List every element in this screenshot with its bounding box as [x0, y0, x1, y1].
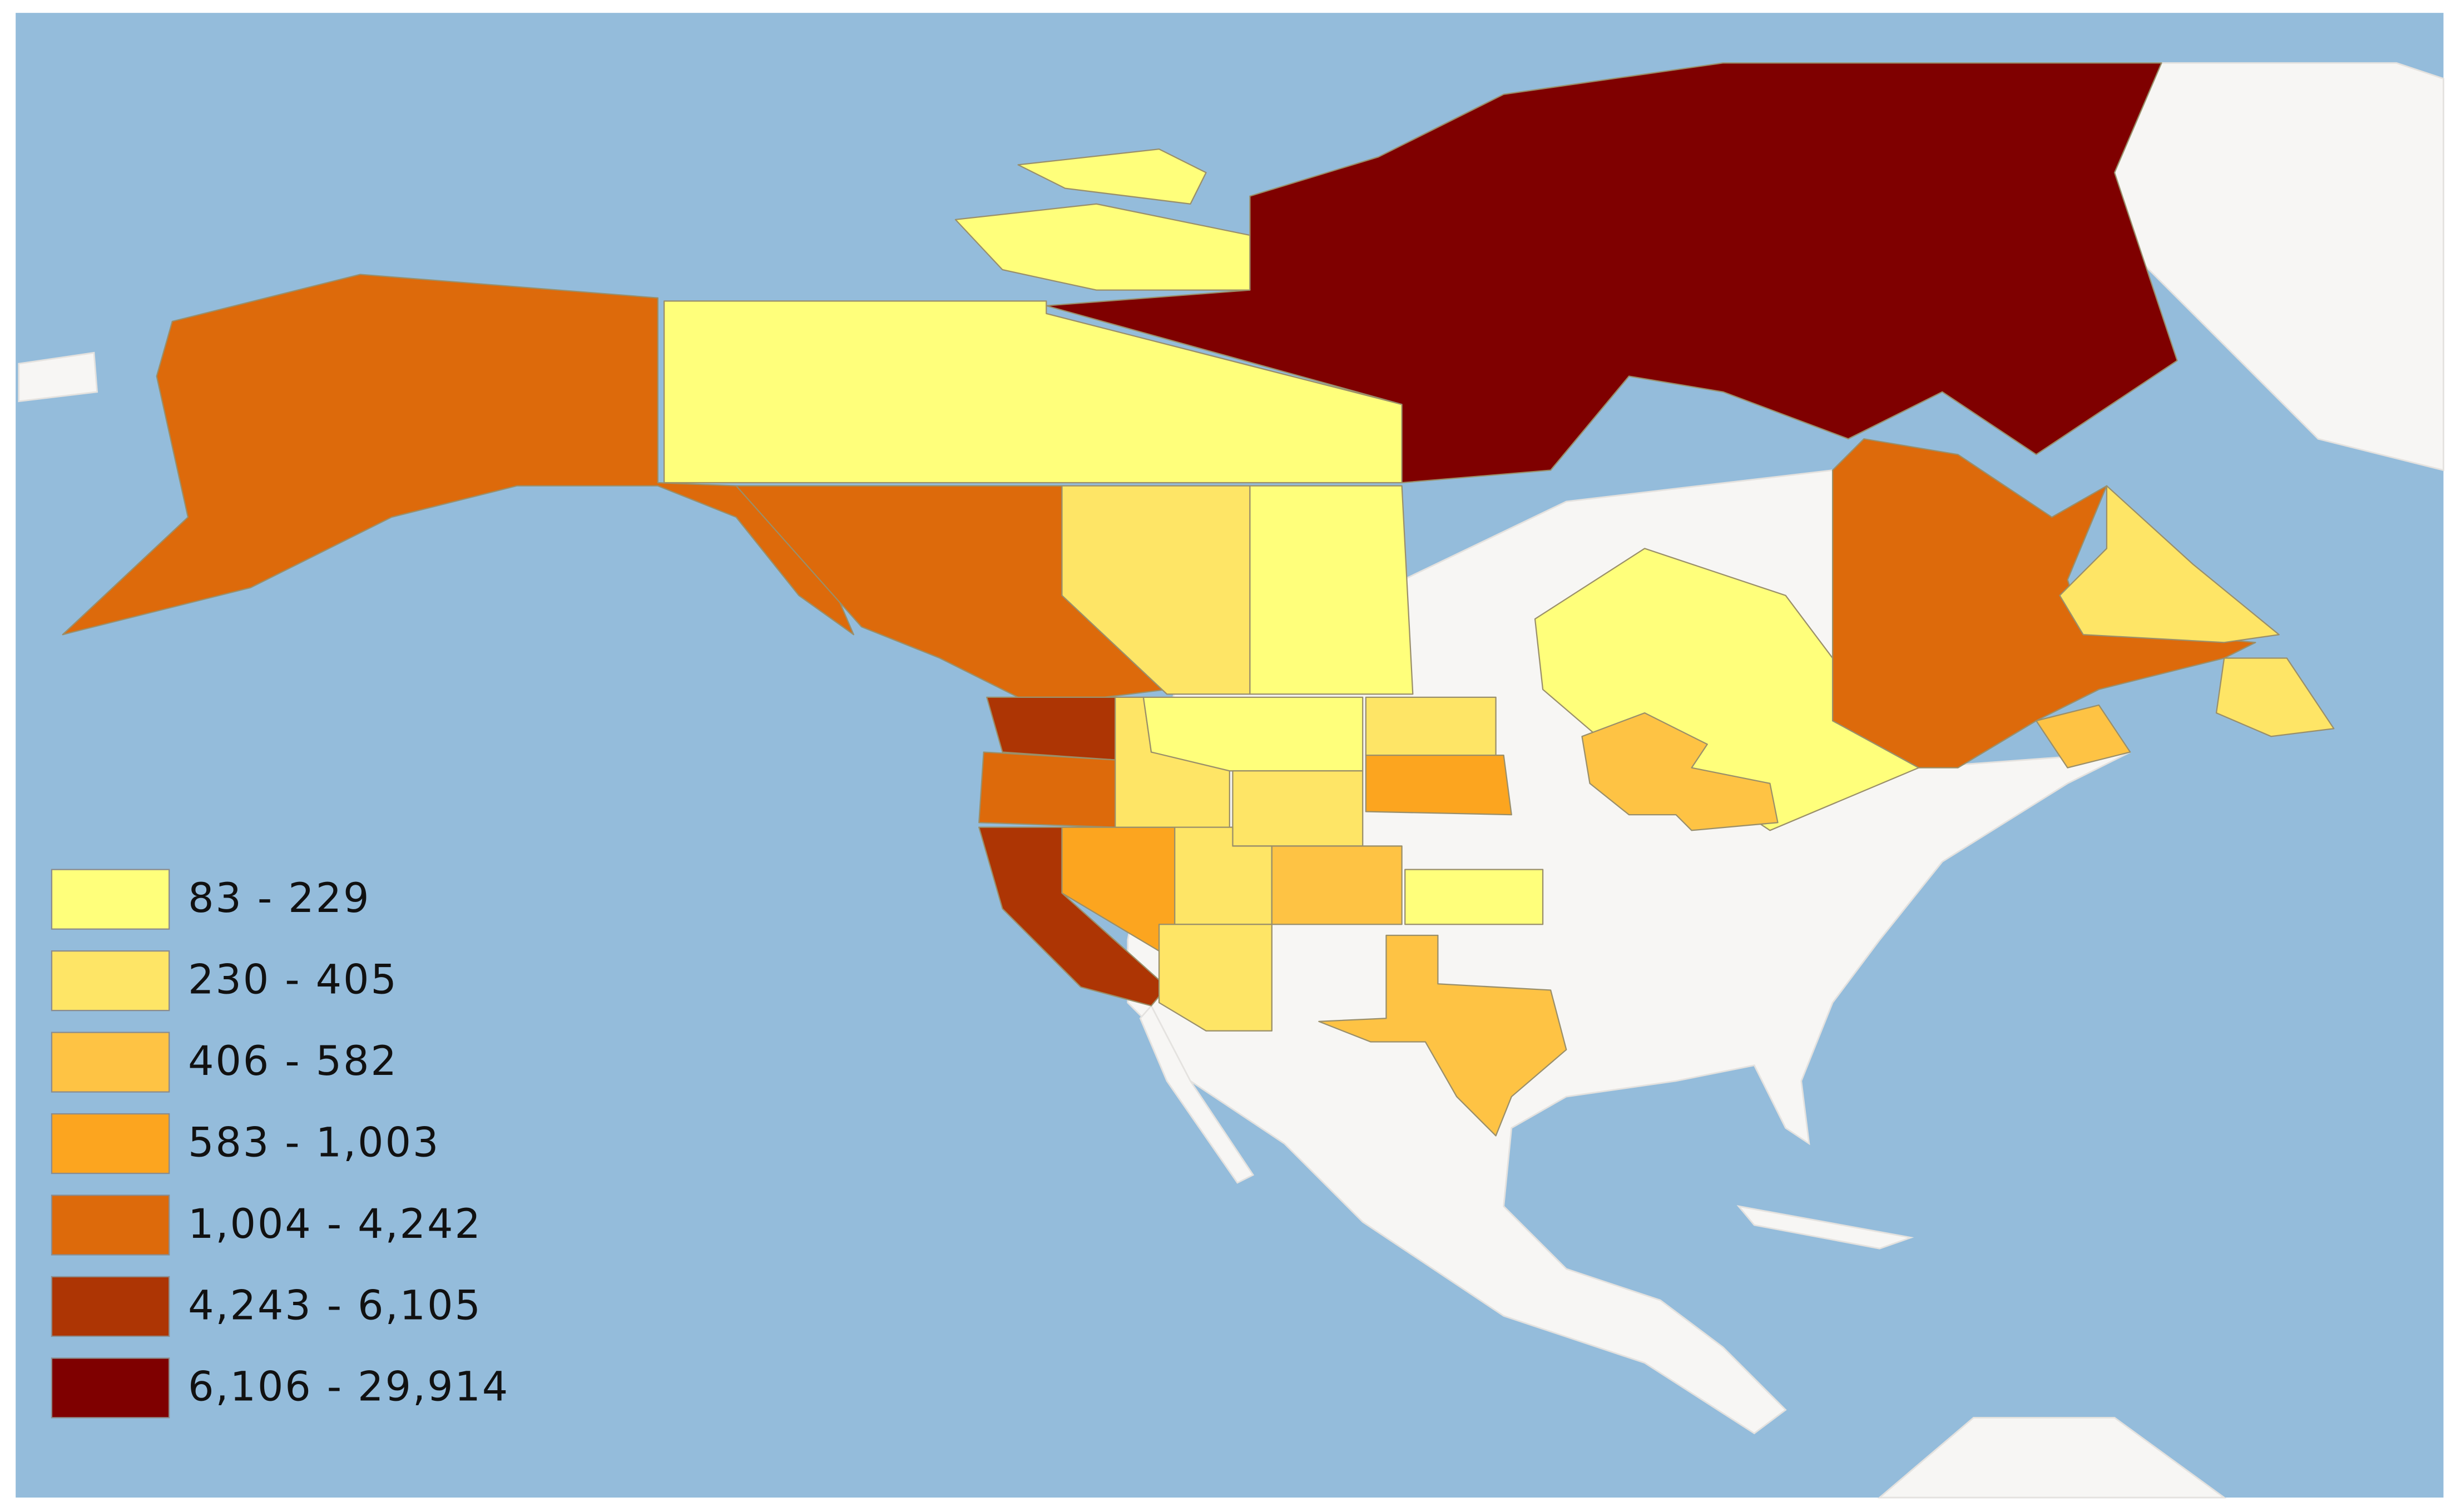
alaska: [62, 274, 855, 636]
kansas: [1404, 869, 1544, 925]
newfoundland: [2215, 657, 2335, 737]
quebec: [1831, 438, 2256, 769]
legend-label: 4,243 - 6,105: [188, 1282, 482, 1329]
legend-label: 6,106 - 29,914: [188, 1364, 509, 1411]
oregon: [978, 751, 1116, 828]
regions: [62, 62, 2335, 1137]
new-brunswick: [2036, 704, 2131, 769]
cuba: [1736, 1205, 1914, 1250]
legend-swatch: [51, 869, 170, 930]
washington: [986, 696, 1116, 761]
legend-label: 406 - 582: [188, 1038, 398, 1085]
legend-swatch: [51, 1113, 170, 1174]
legend-label: 1,004 - 4,242: [188, 1201, 482, 1248]
saskatchewan: [1249, 485, 1414, 695]
legend-swatch: [51, 1032, 170, 1093]
labrador: [2059, 485, 2280, 643]
legend-swatch: [51, 1357, 170, 1419]
land: [18, 351, 98, 403]
legend-label: 230 - 405: [188, 956, 398, 1003]
legend: 83 - 229 230 - 405 406 - 582 583 - 1,003 1,0…: [51, 869, 509, 1419]
island: [1017, 148, 1207, 205]
legend-label: 83 - 229: [188, 875, 370, 922]
arizona: [1158, 924, 1272, 1032]
south-dakota: [1365, 754, 1512, 816]
alberta: [1061, 485, 1251, 695]
land: [1877, 1416, 2227, 1499]
legend-swatch: [51, 950, 170, 1012]
texas: [1318, 934, 1567, 1137]
legend-swatch: [51, 1194, 170, 1256]
colorado: [1271, 845, 1403, 925]
nunavut: [1046, 62, 2178, 484]
michigan-wisconsin: [1581, 712, 1779, 831]
legend-label: 583 - 1,003: [188, 1119, 440, 1166]
wyoming: [1232, 770, 1364, 847]
baja: [1139, 1004, 1255, 1184]
north-dakota: [1365, 696, 1497, 756]
legend-swatch: [51, 1276, 170, 1337]
